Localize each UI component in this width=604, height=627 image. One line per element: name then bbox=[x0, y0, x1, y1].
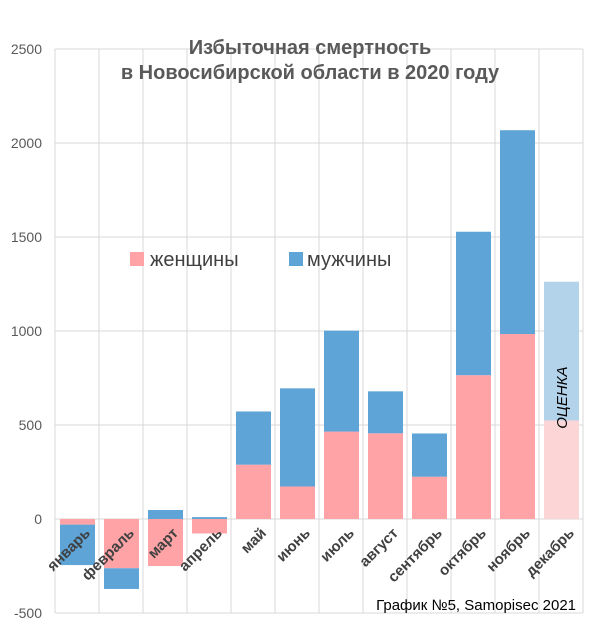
bar-men bbox=[60, 524, 95, 566]
y-tick-label: 500 bbox=[19, 417, 43, 433]
bar-men bbox=[192, 517, 227, 519]
bar-women bbox=[192, 519, 227, 534]
bar-men bbox=[456, 231, 491, 376]
y-ticks: -500 0 500 1000 1500 2000 2500 bbox=[11, 41, 42, 621]
bar-women bbox=[368, 433, 403, 519]
bar-men bbox=[324, 330, 359, 432]
x-tick-label: май bbox=[238, 525, 270, 557]
y-tick-label: -500 bbox=[14, 605, 42, 621]
bar-women bbox=[104, 519, 139, 569]
bar-men bbox=[500, 130, 535, 335]
bar-women bbox=[60, 519, 95, 525]
gridlines bbox=[54, 48, 584, 614]
bar-women bbox=[236, 464, 271, 519]
legend-label-men: мужчины bbox=[307, 249, 391, 271]
y-tick-label: 0 bbox=[34, 511, 42, 527]
bar-women bbox=[500, 334, 535, 519]
legend-label-women: женщины bbox=[150, 249, 239, 271]
bar-women bbox=[148, 519, 183, 566]
x-tick-label: июль bbox=[317, 525, 358, 566]
y-tick-label: 1500 bbox=[11, 229, 42, 245]
x-tick-label: декабрь bbox=[522, 525, 577, 580]
bar-women bbox=[456, 375, 491, 519]
legend-swatch-men bbox=[289, 252, 303, 266]
legend-swatch-women bbox=[130, 252, 144, 266]
x-tick-label: октябрь bbox=[435, 525, 490, 580]
chart-title-line-2: в Новосибирской области в 2020 году bbox=[121, 62, 500, 84]
bar-women bbox=[324, 431, 359, 519]
bar-women bbox=[280, 486, 315, 519]
footer-credit: График №5, Samopisec 2021 bbox=[376, 597, 576, 614]
bar-men bbox=[544, 281, 579, 421]
x-tick-label: июнь bbox=[273, 525, 314, 566]
y-tick-label: 2500 bbox=[11, 41, 42, 57]
bars bbox=[60, 130, 579, 589]
bar-men bbox=[412, 433, 447, 477]
bar-men bbox=[104, 568, 139, 589]
bar-men bbox=[236, 411, 271, 465]
bar-women bbox=[544, 420, 579, 519]
chart-title-line-1: Избыточная смертность bbox=[189, 37, 432, 59]
bar-women bbox=[412, 476, 447, 519]
bar-men bbox=[148, 509, 183, 519]
bar-men bbox=[368, 391, 403, 434]
y-tick-label: 2000 bbox=[11, 135, 42, 151]
y-tick-label: 1000 bbox=[11, 323, 42, 339]
estimate-label: ОЦЕНКА bbox=[554, 366, 571, 428]
bar-men bbox=[280, 388, 315, 487]
